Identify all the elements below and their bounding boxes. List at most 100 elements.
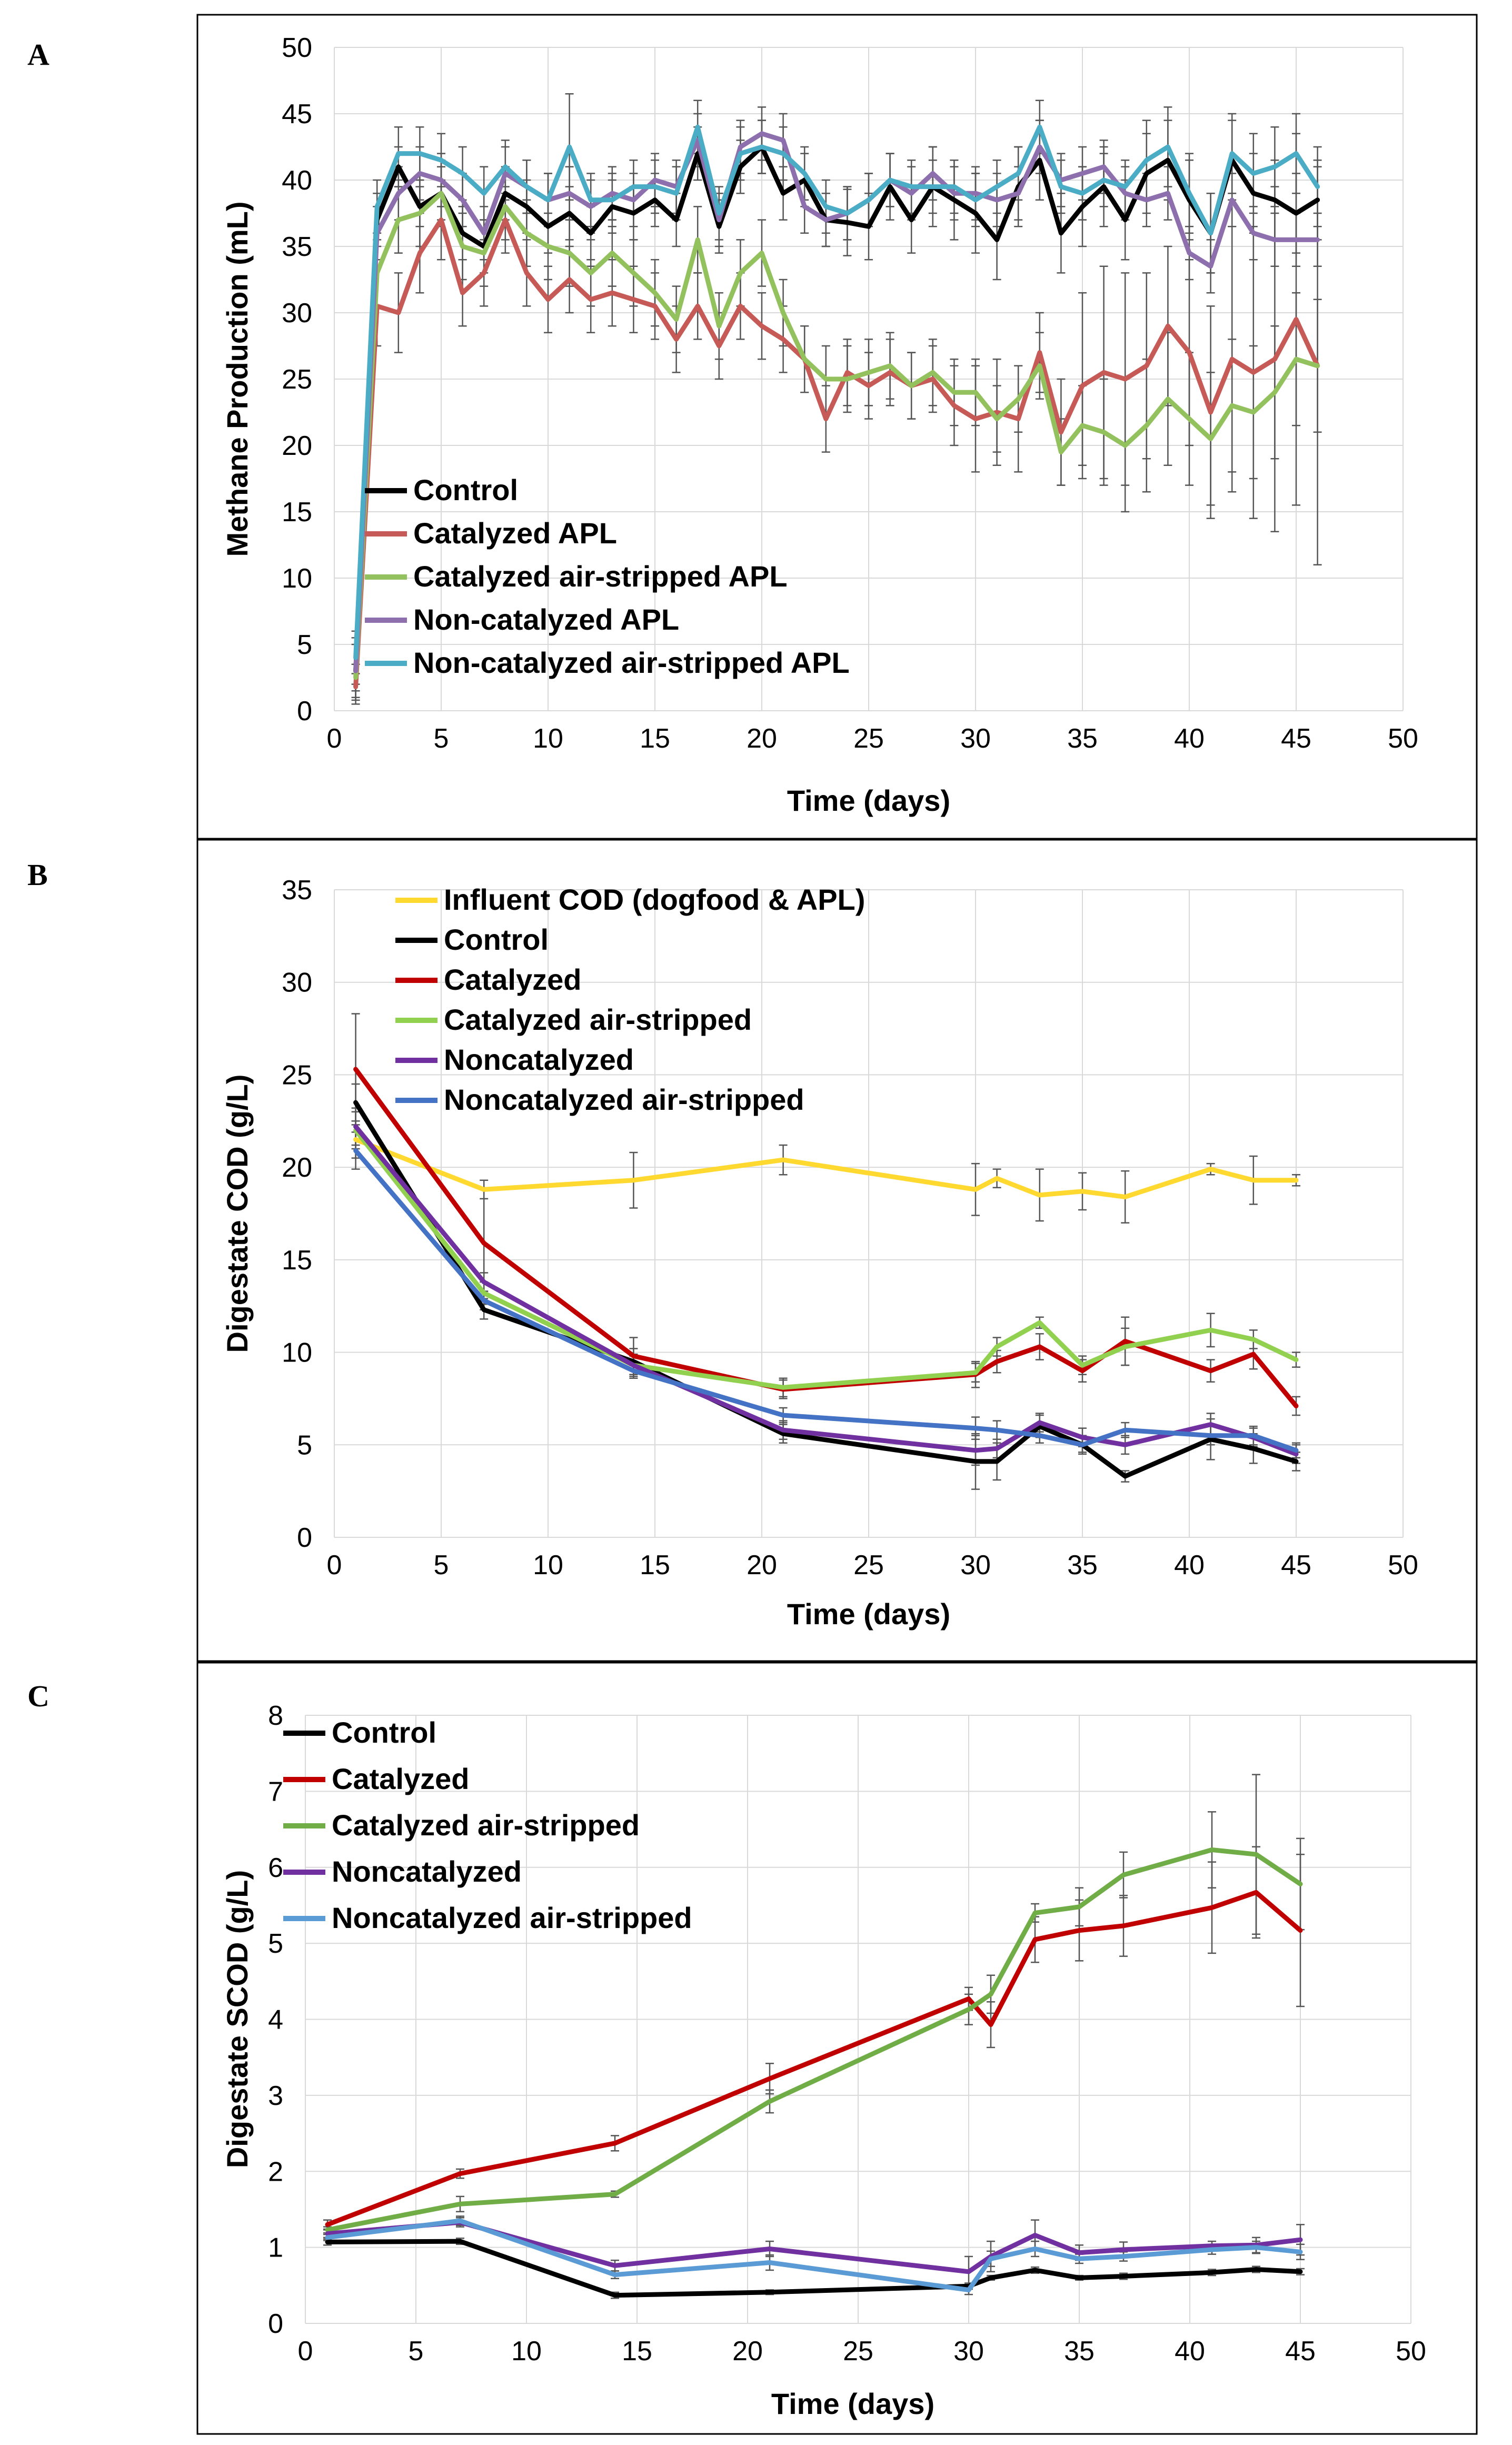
- y-tick-label: 30: [282, 298, 312, 329]
- x-tick-label: 20: [747, 1550, 777, 1581]
- panel-label-b: B: [27, 858, 48, 892]
- legend-label-noncatalyzed: Noncatalyzed: [444, 1043, 634, 1076]
- legend: Control Catalyzed Catalyzed air-stripped No…: [283, 1716, 692, 1934]
- chart-frame: [196, 14, 1478, 840]
- y-tick-label: 45: [282, 99, 312, 130]
- y-tick-label: 3: [268, 2081, 283, 2111]
- x-tick-label: 50: [1396, 2336, 1426, 2367]
- x-tick-label: 20: [732, 2336, 763, 2367]
- y-tick-label: 6: [268, 1853, 283, 1883]
- y-tick-label: 25: [282, 364, 312, 395]
- x-tick-label: 0: [298, 2336, 313, 2367]
- x-tick-label: 50: [1388, 1550, 1418, 1581]
- y-tick-label: 20: [282, 431, 312, 461]
- y-tick-label: 5: [297, 630, 312, 660]
- legend-label-catalyzed-apl: Catalyzed APL: [413, 516, 617, 550]
- legend-label-control: Control: [444, 923, 549, 956]
- y-tick-label: 15: [282, 1245, 312, 1276]
- y-tick-label: 5: [297, 1430, 312, 1460]
- x-tick-label: 35: [1067, 723, 1098, 754]
- x-tick-label: 25: [853, 1550, 884, 1581]
- series-line-noncatalyzed-air-stripped: [325, 2218, 1303, 2292]
- y-tick-label: 0: [268, 2309, 283, 2339]
- x-tick-label: 30: [953, 2336, 984, 2367]
- x-tick-label: 0: [327, 1550, 342, 1581]
- x-tick-label: 25: [843, 2336, 873, 2367]
- y-axis-title: Digestate SCOD (g/L): [221, 1870, 254, 2168]
- x-tick-label: 40: [1174, 1550, 1205, 1581]
- x-tick-label: 45: [1281, 1550, 1311, 1581]
- series-line-influent-cod-dogfood-apl: [353, 1137, 1299, 1199]
- legend-label-catalyzed-air-stripped: Catalyzed air-stripped: [444, 1003, 752, 1036]
- x-tick-label: 20: [747, 723, 777, 754]
- series-line-catalyzed-apl: [353, 217, 1320, 690]
- y-tick-label: 35: [282, 232, 312, 262]
- series-line-catalyzed: [353, 1067, 1299, 1408]
- y-tick-label: 20: [282, 1152, 312, 1183]
- y-tick-label: 10: [282, 1338, 312, 1368]
- series-line-noncatalyzed-air-stripped: [353, 1148, 1299, 1453]
- panel-label-c: C: [27, 1679, 49, 1713]
- y-tick-label: 15: [282, 497, 312, 528]
- x-tick-label: 45: [1285, 2336, 1316, 2367]
- x-tick-label: 35: [1064, 2336, 1095, 2367]
- chart-1: 0 5 10 15 20 25 30 35 40 45 50 0 5 10 15 20 25 30 35 40 45 50…: [196, 14, 1478, 840]
- legend: Influent COD (dogfood & APL) Control Catal…: [395, 883, 865, 1116]
- legend-label-catalyzed-air-stripped: Catalyzed air-stripped: [332, 1808, 640, 1842]
- series-line-catalyzed-air-stripped-apl: [353, 191, 1320, 680]
- x-tick-label: 5: [434, 1550, 449, 1581]
- x-axis-title: Time (days): [787, 784, 950, 817]
- legend-label-noncatalyzed: Noncatalyzed: [332, 1855, 522, 1888]
- y-tick-label: 5: [268, 1929, 283, 1959]
- y-tick-label: 35: [282, 875, 312, 906]
- y-tick-label: 50: [282, 33, 312, 63]
- y-tick-label: 40: [282, 165, 312, 196]
- x-tick-label: 10: [533, 1550, 563, 1581]
- chart-frame: [196, 839, 1478, 1662]
- legend-label-control: Control: [413, 473, 518, 506]
- legend-label-control: Control: [332, 1716, 436, 1749]
- legend-label-catalyzed: Catalyzed: [444, 963, 581, 996]
- series-line-noncatalyzed: [325, 2220, 1303, 2274]
- x-tick-label: 30: [960, 1550, 991, 1581]
- x-tick-label: 15: [622, 2336, 652, 2367]
- y-tick-label: 1: [268, 2233, 283, 2263]
- legend-label-noncatalyzed-air-stripped: Noncatalyzed air-stripped: [332, 1901, 692, 1934]
- legend-label-influent-cod-dogfood-apl: Influent COD (dogfood & APL): [444, 883, 865, 916]
- x-tick-label: 5: [409, 2336, 424, 2367]
- y-axis-title: Digestate COD (g/L): [221, 1075, 254, 1353]
- legend-label-non-catalyzed-air-stripped-apl: Non-catalyzed air-stripped APL: [413, 646, 850, 679]
- legend-label-catalyzed-air-stripped-apl: Catalyzed air-stripped APL: [413, 560, 788, 593]
- series-line-non-catalyzed-air-stripped-apl: [353, 124, 1320, 660]
- y-tick-label: 30: [282, 968, 312, 998]
- x-tick-label: 40: [1175, 2336, 1205, 2367]
- legend-label-non-catalyzed-apl: Non-catalyzed APL: [413, 603, 679, 636]
- x-tick-label: 25: [853, 723, 884, 754]
- x-tick-label: 0: [327, 723, 342, 754]
- y-tick-label: 25: [282, 1060, 312, 1090]
- series-line-control: [353, 144, 1320, 673]
- legend-label-catalyzed: Catalyzed: [332, 1762, 469, 1795]
- x-tick-label: 40: [1174, 723, 1205, 754]
- y-tick-label: 7: [268, 1776, 283, 1807]
- series-line-noncatalyzed: [353, 1124, 1299, 1457]
- x-tick-label: 50: [1388, 723, 1418, 754]
- y-tick-label: 4: [268, 2005, 283, 2035]
- chart-2: 0 5 10 15 20 25 30 35 40 45 50 0 5 10 15 20 25 30 35 Time (…: [196, 839, 1478, 1662]
- x-tick-label: 30: [960, 723, 991, 754]
- legend: Control Catalyzed APL Catalyzed air-stripp…: [365, 473, 850, 679]
- x-tick-label: 15: [640, 1550, 670, 1581]
- y-tick-label: 2: [268, 2156, 283, 2187]
- y-tick-label: 0: [297, 696, 312, 727]
- panel-label-a: A: [27, 37, 49, 72]
- series-line-catalyzed: [325, 1890, 1303, 2227]
- x-tick-label: 5: [434, 723, 449, 754]
- x-axis-title: Time (days): [771, 2387, 934, 2420]
- x-tick-label: 15: [640, 723, 670, 754]
- y-tick-label: 8: [268, 1701, 283, 1731]
- series-line-non-catalyzed-apl: [353, 131, 1320, 673]
- x-tick-label: 10: [533, 723, 563, 754]
- y-tick-label: 10: [282, 563, 312, 594]
